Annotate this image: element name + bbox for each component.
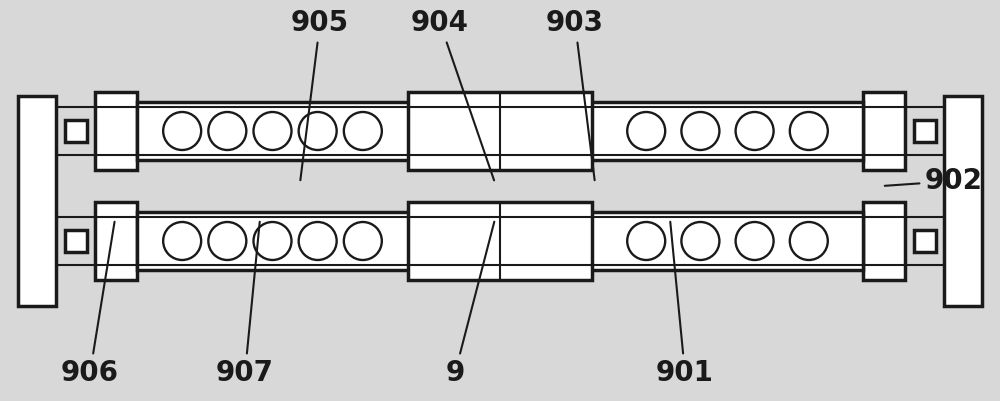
- Bar: [137, 102, 863, 160]
- Bar: [95, 92, 137, 170]
- Text: 902: 902: [885, 167, 983, 195]
- Circle shape: [681, 222, 719, 260]
- Bar: [95, 202, 137, 280]
- Circle shape: [208, 222, 246, 260]
- Bar: [863, 202, 905, 280]
- Circle shape: [163, 222, 201, 260]
- Text: 903: 903: [546, 9, 604, 180]
- Circle shape: [344, 112, 382, 150]
- Circle shape: [627, 222, 665, 260]
- Circle shape: [299, 112, 337, 150]
- Bar: [64, 120, 87, 142]
- Text: 901: 901: [656, 222, 714, 387]
- Bar: [914, 120, 936, 142]
- Circle shape: [736, 222, 774, 260]
- Circle shape: [254, 222, 292, 260]
- Circle shape: [299, 222, 337, 260]
- Bar: [914, 230, 936, 252]
- Text: 9: 9: [445, 222, 494, 387]
- Bar: [18, 96, 56, 306]
- Circle shape: [627, 112, 665, 150]
- Circle shape: [790, 222, 828, 260]
- Circle shape: [790, 112, 828, 150]
- Bar: [408, 202, 592, 280]
- Bar: [408, 92, 592, 170]
- Bar: [944, 96, 982, 306]
- Text: 906: 906: [61, 222, 119, 387]
- Bar: [863, 92, 905, 170]
- Bar: [137, 212, 863, 270]
- Circle shape: [163, 112, 201, 150]
- Text: 905: 905: [291, 9, 349, 180]
- Circle shape: [344, 222, 382, 260]
- Circle shape: [254, 112, 292, 150]
- Circle shape: [681, 112, 719, 150]
- Text: 907: 907: [216, 222, 274, 387]
- Bar: [64, 230, 87, 252]
- Circle shape: [208, 112, 246, 150]
- Text: 904: 904: [411, 9, 494, 180]
- Circle shape: [736, 112, 774, 150]
